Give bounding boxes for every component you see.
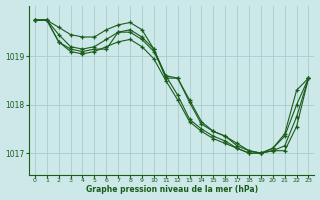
X-axis label: Graphe pression niveau de la mer (hPa): Graphe pression niveau de la mer (hPa) — [86, 185, 258, 194]
